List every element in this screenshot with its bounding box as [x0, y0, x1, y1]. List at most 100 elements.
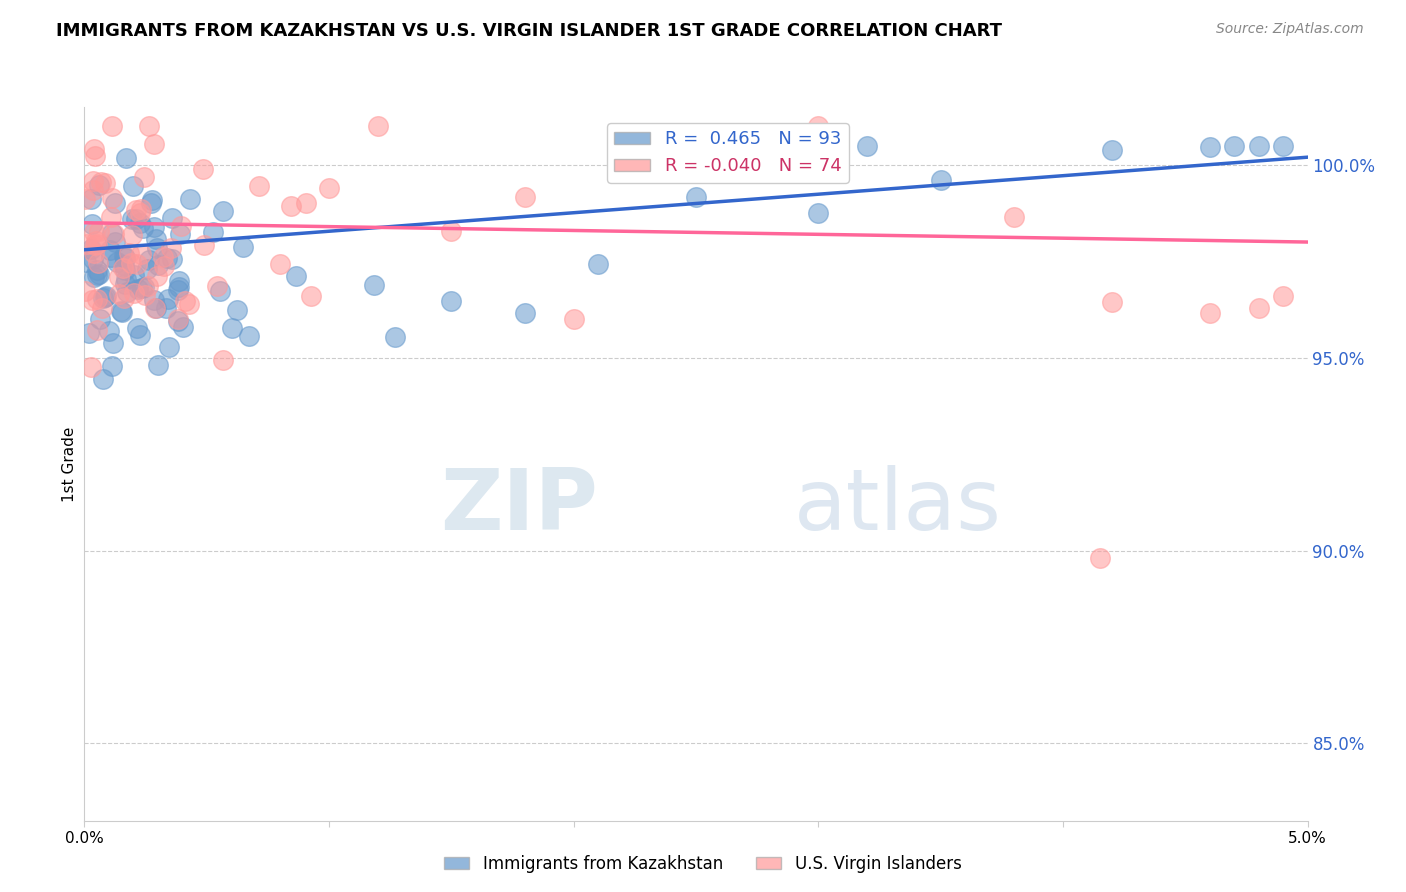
Point	[112, 249, 135, 263]
Point	[247, 179, 270, 194]
Point	[124, 212, 146, 227]
Point	[1247, 138, 1270, 153]
Point	[169, 227, 191, 241]
Point	[114, 252, 136, 266]
Point	[136, 278, 159, 293]
Point	[226, 302, 249, 317]
Point	[212, 203, 235, 218]
Point	[1101, 294, 1123, 309]
Point	[101, 120, 124, 134]
Point	[84, 237, 107, 252]
Point	[160, 211, 183, 226]
Point	[104, 235, 127, 249]
Point	[83, 269, 105, 284]
Point	[170, 219, 193, 234]
Point	[1272, 288, 1295, 302]
Point	[212, 353, 235, 368]
Point	[90, 301, 112, 316]
Point	[141, 193, 163, 207]
Point	[115, 285, 138, 300]
Point	[145, 232, 167, 246]
Point	[114, 277, 136, 291]
Point	[138, 253, 160, 268]
Point	[131, 281, 153, 295]
Legend: Immigrants from Kazakhstan, U.S. Virgin Islanders: Immigrants from Kazakhstan, U.S. Virgin …	[437, 848, 969, 880]
Point	[80, 217, 103, 231]
Point	[80, 192, 103, 206]
Point	[86, 237, 108, 252]
Point	[125, 320, 148, 334]
Point	[129, 202, 152, 216]
Point	[100, 191, 122, 205]
Point	[299, 289, 322, 303]
Point	[83, 225, 105, 239]
Point	[174, 294, 197, 309]
Point	[108, 286, 131, 301]
Point	[146, 241, 169, 255]
Point	[82, 183, 104, 197]
Point	[146, 359, 169, 373]
Point	[238, 329, 260, 343]
Point	[122, 286, 145, 301]
Point	[110, 303, 132, 318]
Point	[135, 262, 157, 277]
Point	[167, 279, 190, 293]
Point	[94, 289, 117, 303]
Point	[145, 301, 167, 315]
Point	[160, 252, 183, 266]
Point	[221, 320, 243, 334]
Point	[89, 312, 111, 326]
Point	[125, 203, 148, 218]
Point	[205, 279, 228, 293]
Point	[929, 172, 952, 186]
Point	[77, 326, 100, 340]
Point	[90, 175, 112, 189]
Point	[86, 234, 108, 248]
Point	[101, 359, 124, 373]
Point	[132, 220, 155, 235]
Text: atlas: atlas	[794, 465, 1002, 549]
Point	[91, 372, 114, 386]
Point	[1002, 210, 1025, 224]
Point	[232, 240, 254, 254]
Point	[562, 311, 585, 326]
Point	[280, 199, 302, 213]
Y-axis label: 1st Grade: 1st Grade	[62, 426, 77, 501]
Point	[75, 255, 97, 269]
Point	[94, 176, 117, 190]
Point	[73, 192, 96, 206]
Legend: R =  0.465   N = 93, R = -0.040   N = 74: R = 0.465 N = 93, R = -0.040 N = 74	[607, 123, 849, 183]
Point	[86, 292, 108, 306]
Point	[83, 142, 105, 156]
Point	[856, 138, 879, 153]
Point	[80, 293, 103, 307]
Point	[86, 322, 108, 336]
Point	[807, 206, 830, 220]
Point	[1088, 551, 1111, 566]
Point	[167, 312, 190, 326]
Point	[105, 254, 128, 268]
Text: ZIP: ZIP	[440, 465, 598, 549]
Point	[153, 259, 176, 273]
Point	[128, 206, 150, 220]
Point	[118, 246, 141, 260]
Point	[86, 263, 108, 277]
Point	[112, 291, 135, 305]
Point	[112, 259, 135, 273]
Point	[685, 190, 707, 204]
Point	[294, 196, 316, 211]
Point	[129, 246, 152, 260]
Point	[129, 216, 152, 230]
Point	[193, 238, 215, 252]
Point	[758, 162, 780, 177]
Point	[98, 244, 121, 258]
Point	[87, 267, 110, 281]
Point	[177, 297, 200, 311]
Point	[108, 270, 131, 285]
Text: IMMIGRANTS FROM KAZAKHSTAN VS U.S. VIRGIN ISLANDER 1ST GRADE CORRELATION CHART: IMMIGRANTS FROM KAZAKHSTAN VS U.S. VIRGI…	[56, 22, 1002, 40]
Point	[513, 190, 536, 204]
Point	[156, 251, 179, 265]
Point	[1272, 138, 1295, 153]
Point	[201, 225, 224, 239]
Point	[79, 359, 101, 374]
